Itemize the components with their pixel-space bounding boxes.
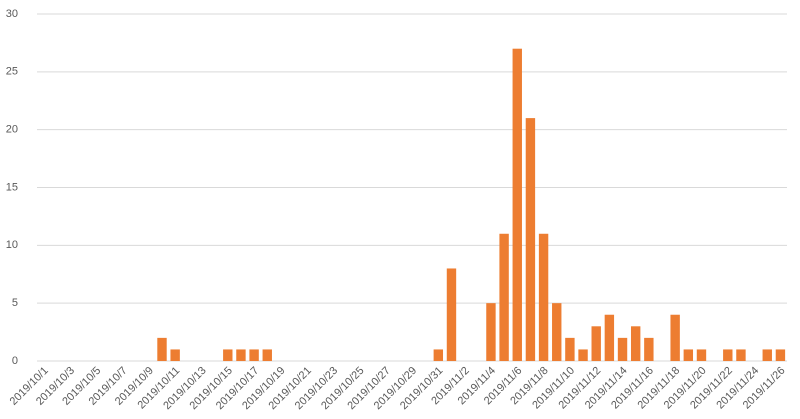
bar [223,349,233,361]
bar [486,303,496,361]
bar [591,326,601,361]
y-tick-label: 15 [6,181,18,193]
bar [157,337,167,361]
bar [723,349,733,361]
bar [499,233,509,361]
bar [617,337,628,361]
bar [736,349,746,361]
bar [775,349,786,361]
bar [538,233,549,361]
bar [683,349,694,361]
bar [433,349,444,361]
bar [262,349,272,361]
bar [512,48,522,361]
y-tick-label: 25 [6,66,18,78]
bar [565,337,575,361]
bar [604,314,615,361]
bar [670,314,680,361]
y-tick-label: 20 [6,124,18,136]
bar [170,349,180,361]
bar [630,326,641,361]
bar [525,118,536,361]
bar [578,349,588,361]
bar [762,349,772,361]
bar [249,349,259,361]
y-tick-label: 0 [12,355,18,367]
bar [696,349,707,361]
y-tick-label: 5 [12,297,18,309]
y-tick-label: 10 [6,239,18,251]
bar [446,268,457,361]
bar [644,337,654,361]
bar [552,303,562,361]
y-tick-label: 30 [6,8,18,20]
bar [236,349,246,361]
